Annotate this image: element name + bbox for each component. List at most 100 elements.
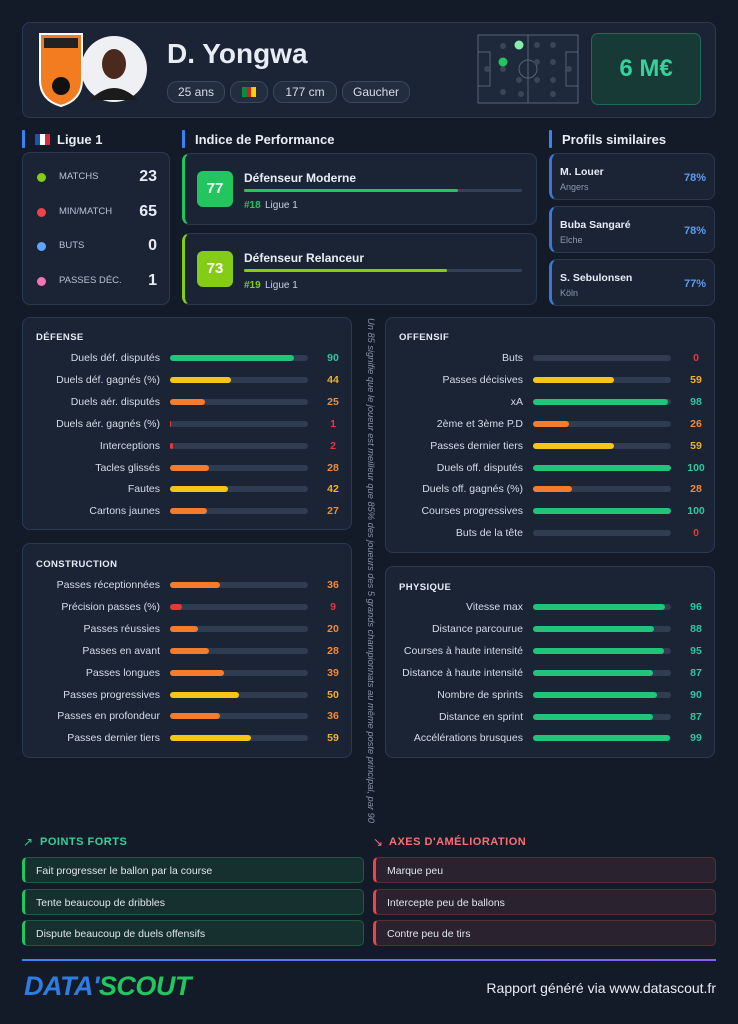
stat-row-value: 50 — [327, 688, 339, 701]
profile-card: 77 Défenseur Moderne #18 Ligue 1 — [182, 153, 537, 225]
stat-row-value: 36 — [327, 579, 339, 591]
stat-row-value: 95 — [690, 644, 702, 657]
stat-row-value: 27 — [327, 505, 339, 518]
progress-fill — [244, 189, 459, 192]
bar — [533, 669, 654, 676]
similar-card: S. Sebulonsen Köln 77% — [549, 259, 715, 306]
section-title: CONSTRUCTION — [36, 559, 118, 570]
strengths-title: POINTS FORTS — [40, 836, 128, 848]
player-name: D. Yongwa — [167, 38, 308, 69]
bar — [170, 486, 228, 493]
improvements-item: Intercepte peu de ballons — [373, 888, 716, 915]
strengths-item: Fait progresser le ballon par la course — [22, 857, 364, 883]
profile-league: Ligue 1 — [265, 280, 298, 291]
stat-row-label: Duels off. disputés — [436, 461, 523, 474]
stat-icon — [37, 276, 46, 286]
bar-track — [533, 420, 671, 427]
pitch-circle — [518, 59, 538, 79]
stat-row-value: 88 — [690, 622, 702, 635]
stat-row-label: Fautes — [127, 483, 160, 496]
profile-rank: #19 — [244, 280, 261, 291]
bar — [170, 464, 209, 471]
bar — [533, 647, 665, 654]
bar — [533, 464, 671, 471]
stat-row-label: Vitesse max — [466, 601, 523, 613]
league-stats-card — [22, 152, 170, 305]
stat-row-value: 36 — [327, 710, 339, 723]
stat-row-label: Courses à haute intensité — [403, 644, 523, 657]
section-card: CONSTRUCTION Passes réceptionnées 36 Précis… — [22, 543, 352, 758]
stat-row-value: 100 — [687, 505, 705, 518]
section-card: DÉFENSE Duels déf. disputés 90 Duels déf. g… — [22, 317, 352, 530]
stat-row-label: Cartons jaunes — [89, 505, 160, 518]
stat-label: MIN/MATCH — [59, 205, 113, 217]
section-title: PHYSIQUE — [399, 582, 452, 593]
cameroon-flag — [242, 87, 256, 97]
nationality-chip — [230, 81, 268, 103]
main-position — [498, 57, 508, 67]
similar-match: 78% — [683, 172, 706, 184]
stat-row-label: Passes longues — [85, 666, 160, 679]
stat-row-label: Passes réceptionnées — [56, 579, 160, 591]
stat-value: 1 — [148, 271, 157, 289]
stat-row-value: 44 — [327, 373, 339, 386]
bar — [170, 625, 198, 632]
bar-track — [533, 355, 671, 361]
bar-track — [533, 486, 671, 493]
similar-match: 77% — [683, 278, 706, 290]
stat-row-value: 20 — [327, 622, 339, 635]
stat-row-value: 87 — [690, 666, 702, 679]
improvements-item: Marque peu — [373, 857, 716, 883]
note-wrap: Un 85 signifie que le joueur est meilleu… — [362, 318, 378, 823]
stat-row-value: 59 — [327, 732, 339, 745]
stat-row-value: 1 — [330, 417, 336, 430]
accent — [22, 130, 25, 148]
stat-row-value: 0 — [693, 352, 699, 364]
bar-track — [170, 376, 308, 383]
pitch-dots — [484, 42, 572, 97]
profile-name: Défenseur Relanceur — [244, 251, 365, 265]
footer-text: Rapport généré via www.datascout.fr — [486, 980, 716, 996]
stat-row-label: Passes en profondeur — [57, 710, 160, 723]
bar — [533, 604, 666, 610]
similar-name: Buba Sangaré — [560, 219, 631, 231]
stat-row-value: 28 — [690, 483, 702, 496]
stat-row-value: 98 — [690, 395, 702, 408]
stat-row-value: 59 — [690, 373, 702, 386]
stat-row-label: Interceptions — [99, 439, 160, 452]
similar-title: Profils similaires — [562, 132, 667, 147]
profile-score: 77 — [197, 171, 233, 207]
league-title: Ligue 1 — [57, 132, 103, 147]
bar-track — [170, 603, 308, 610]
player-shirt — [90, 88, 138, 100]
stat-row-value: 90 — [327, 352, 339, 364]
bar-track — [170, 420, 308, 427]
bar-track — [170, 625, 308, 632]
bar-track — [170, 582, 308, 588]
stat-row-label: Buts de la tête — [455, 527, 523, 540]
bar — [170, 713, 220, 720]
profile-league: Ligue 1 — [265, 200, 298, 211]
stat-row-label: Nombre de sprints — [437, 688, 523, 701]
foot-chip: Gaucher — [342, 81, 410, 103]
similar-match: 78% — [683, 225, 706, 237]
stat-row-label: Distance à haute intensité — [402, 666, 523, 679]
club-logo — [39, 33, 83, 108]
stat-value: 0 — [148, 237, 157, 254]
stat-row-label: Précision passes (%) — [61, 600, 160, 613]
bar — [533, 735, 670, 742]
bar — [533, 713, 654, 720]
stat-row-value: 39 — [327, 666, 339, 679]
progress-fill — [244, 269, 447, 272]
bar — [170, 420, 172, 427]
profile-rank: #18 — [244, 200, 261, 211]
market-value: 6 M€ — [591, 33, 701, 105]
stat-row-value: 99 — [690, 732, 702, 745]
stat-label: MATCHS — [59, 171, 99, 182]
header-art — [39, 33, 147, 108]
stat-row-value: 28 — [327, 461, 339, 474]
bar-track — [170, 442, 308, 449]
stat-row-label: Tacles glissés — [95, 461, 160, 474]
bar — [170, 355, 295, 361]
